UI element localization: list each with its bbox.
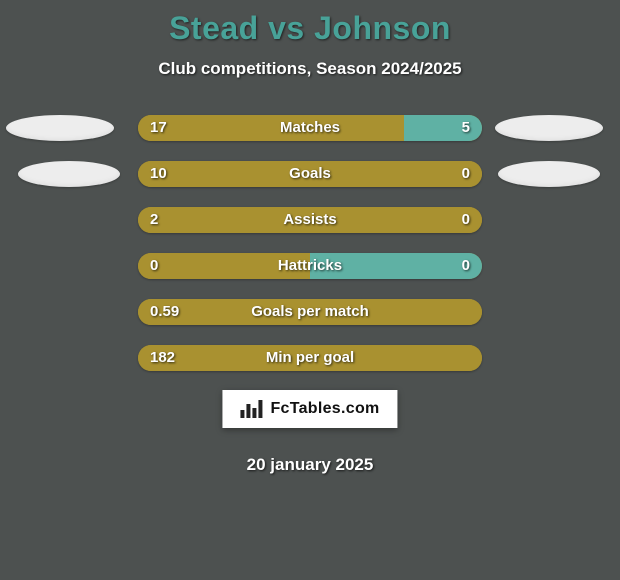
metric-row: 0.59Goals per match	[0, 299, 620, 345]
metric-bar: 100Goals	[138, 161, 482, 187]
metric-label: Assists	[138, 207, 482, 233]
page-subtitle: Club competitions, Season 2024/2025	[0, 59, 620, 79]
metric-bar: 175Matches	[138, 115, 482, 141]
metric-bar: 182Min per goal	[138, 345, 482, 371]
source-badge-label: FcTables.com	[270, 400, 379, 418]
snapshot-date: 20 january 2025	[0, 455, 620, 475]
source-badge[interactable]: FcTables.com	[222, 390, 397, 428]
metric-row: 00Hattricks	[0, 253, 620, 299]
comparison-card: Stead vs Johnson Club competitions, Seas…	[0, 0, 620, 580]
metric-label: Goals per match	[138, 299, 482, 325]
metric-label: Matches	[138, 115, 482, 141]
metric-bar: 0.59Goals per match	[138, 299, 482, 325]
metric-label: Hattricks	[138, 253, 482, 279]
page-title: Stead vs Johnson	[0, 0, 620, 47]
metric-bar: 20Assists	[138, 207, 482, 233]
metric-row: 182Min per goal	[0, 345, 620, 391]
metrics-list: 175Matches 100Goals 20Assists 00Hattricks 0.…	[0, 115, 620, 391]
bar-chart-icon	[240, 400, 262, 418]
metric-row: 20Assists	[0, 207, 620, 253]
metric-row: 100Goals	[0, 161, 620, 207]
metric-row: 175Matches	[0, 115, 620, 161]
metric-bar: 00Hattricks	[138, 253, 482, 279]
metric-label: Min per goal	[138, 345, 482, 371]
metric-label: Goals	[138, 161, 482, 187]
